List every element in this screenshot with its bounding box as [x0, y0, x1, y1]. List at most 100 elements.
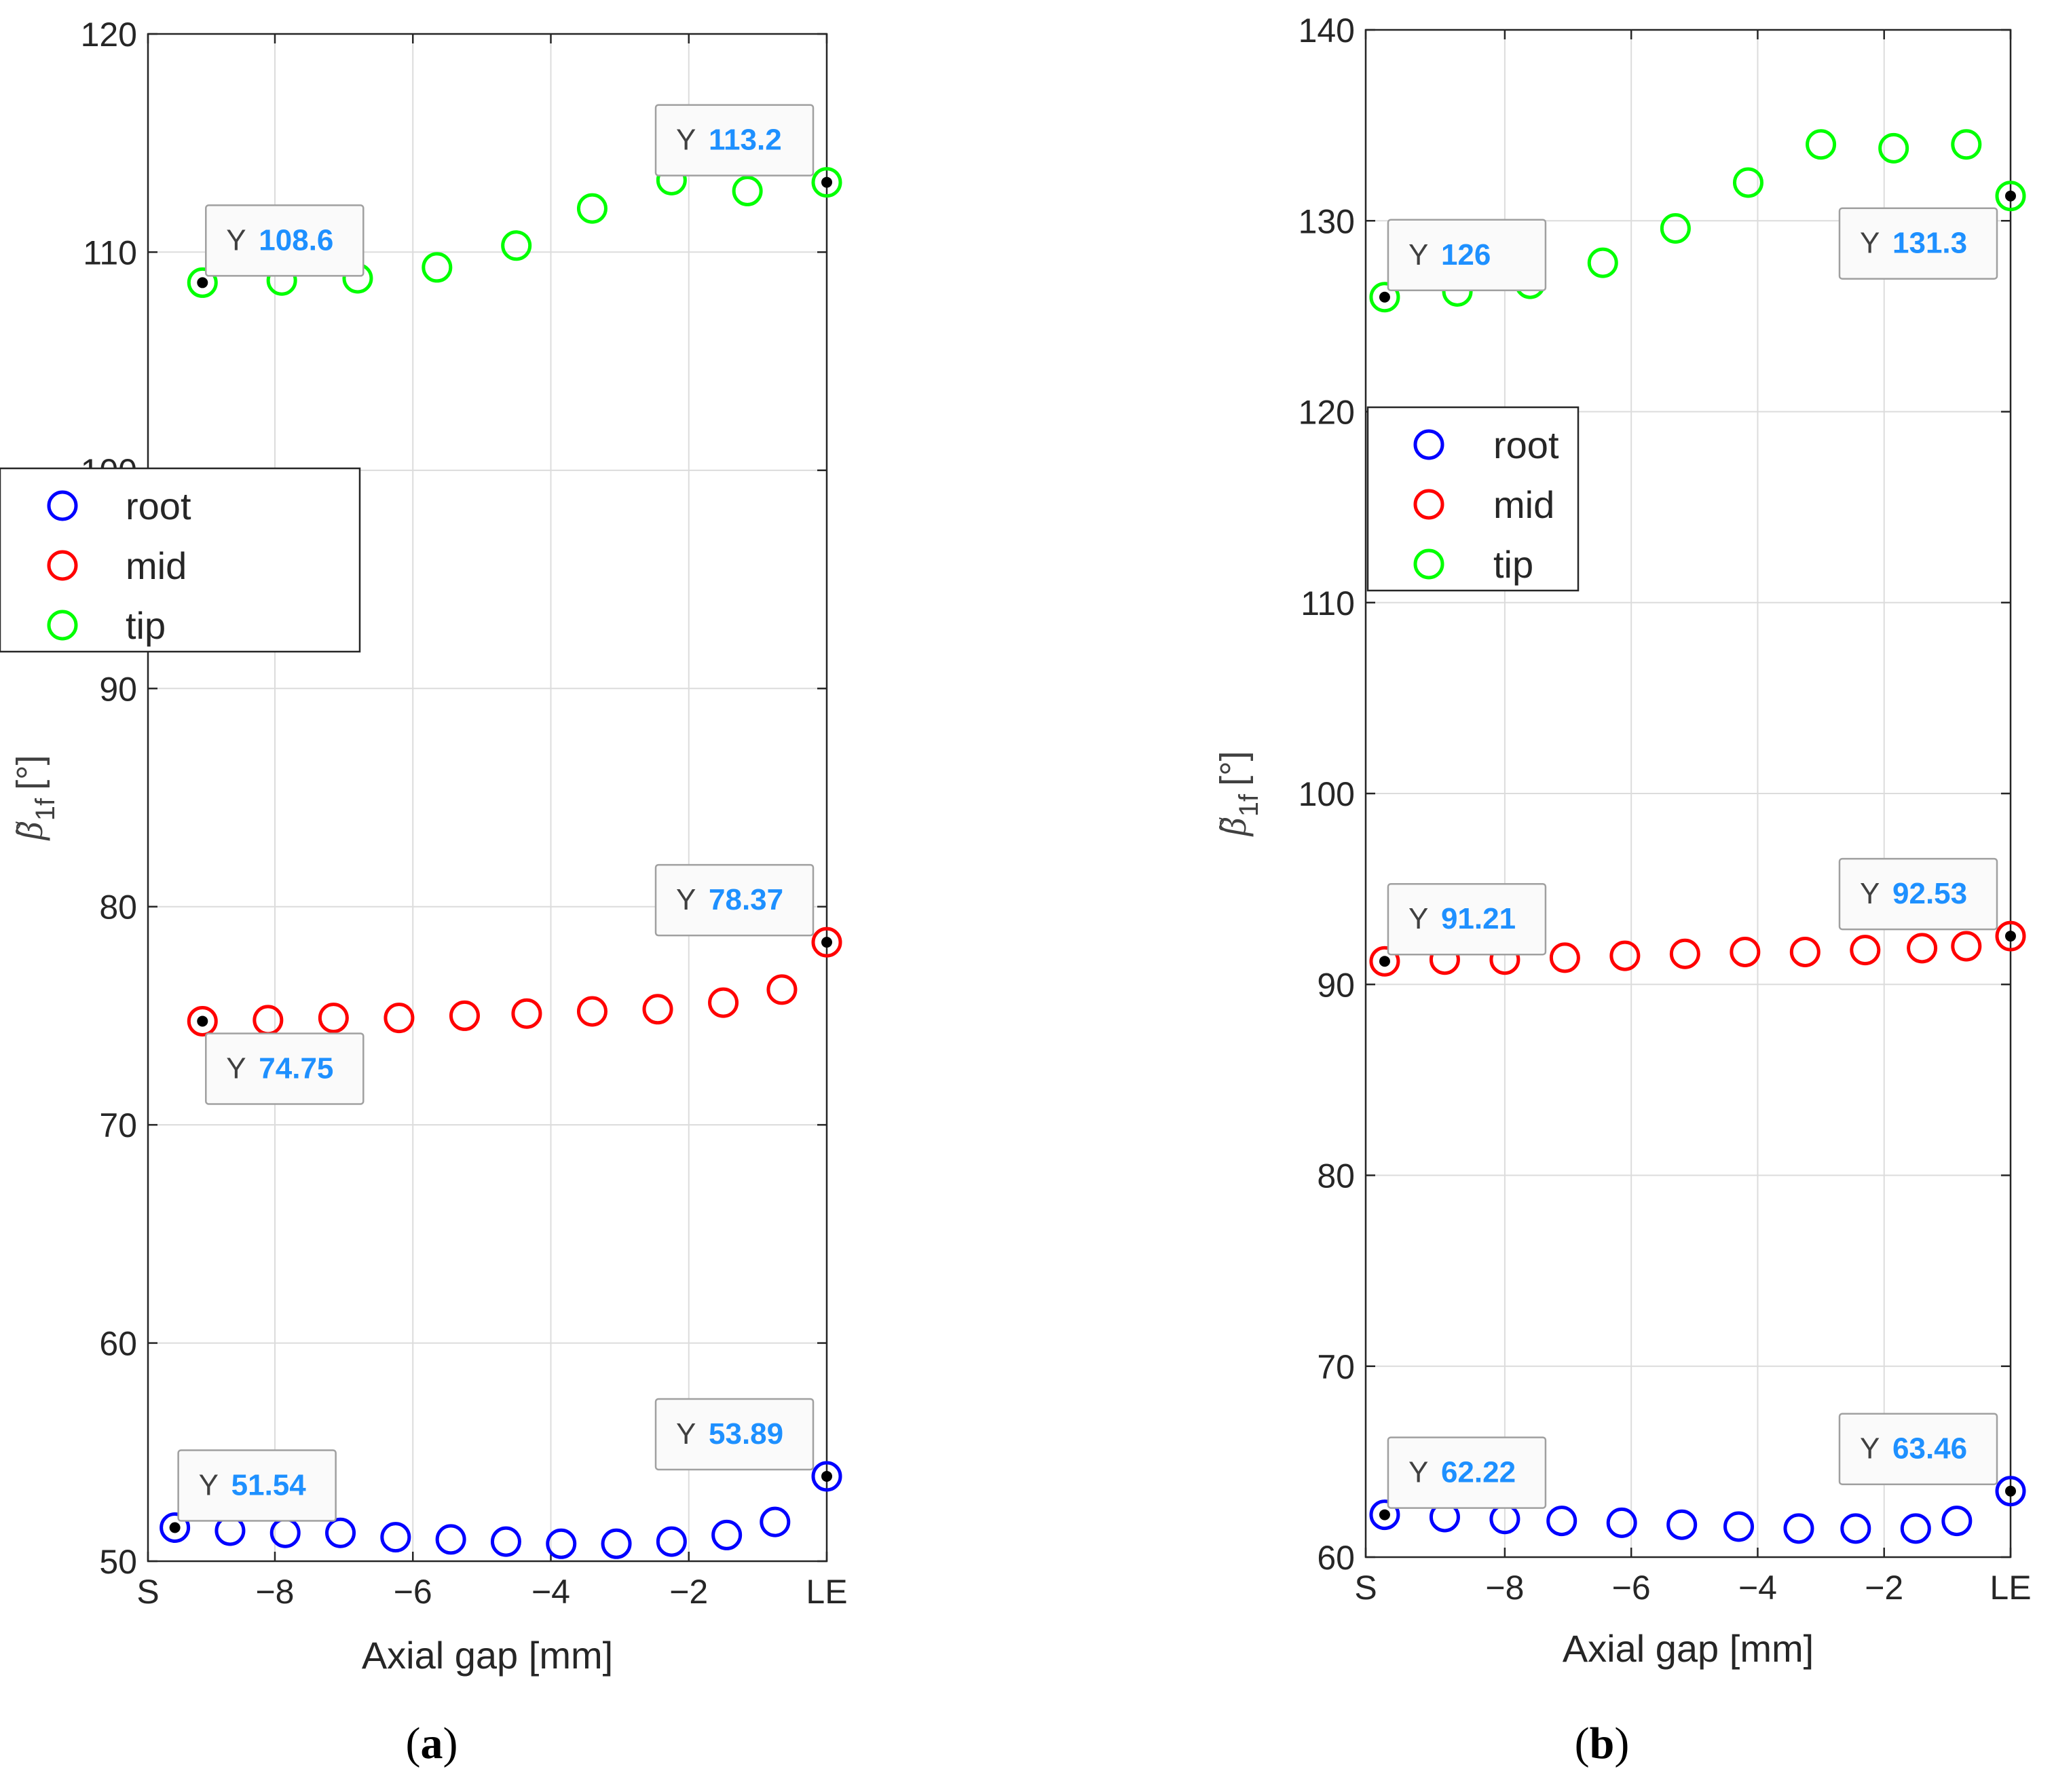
series-root: [160, 1461, 842, 1559]
x-tick-label: LE: [1990, 1569, 2031, 1607]
datatip-box: [654, 1398, 815, 1471]
series-tip: [187, 164, 842, 298]
y-tick-label: 90: [99, 670, 137, 708]
y-tick-label: 50: [99, 1543, 137, 1581]
root-data-point: [380, 1522, 411, 1553]
sub-caption-open: (: [1575, 1719, 1590, 1768]
datatip-label: Y: [676, 883, 696, 916]
legend-tip-marker: [1413, 548, 1444, 580]
legend-root-label: root: [1493, 424, 1559, 466]
mid-data-point: [1907, 933, 1938, 964]
datatip-box: [205, 1032, 365, 1105]
datatip-value: 62.22: [1441, 1456, 1516, 1489]
datatip-value: 92.53: [1892, 877, 1967, 910]
datatip-label: Y: [1860, 227, 1880, 260]
tip-data-point: [1732, 167, 1763, 198]
root-data-point: [1941, 1506, 1973, 1537]
y-axis-symbol: β: [10, 822, 50, 841]
datatip-label: Y: [1408, 238, 1428, 272]
root-data-point: [760, 1506, 791, 1537]
mid-data-point: [187, 1005, 218, 1037]
legend-root-marker: [47, 490, 78, 521]
y-axis-tilde: ~: [1206, 817, 1237, 832]
legend-root-marker: [1413, 429, 1444, 460]
tip-data-point: [422, 252, 453, 283]
datatip-anchor-dot: [2005, 1485, 2016, 1497]
y-axis-symbol: β: [1213, 818, 1254, 837]
datatip-anchor-dot: [821, 176, 832, 188]
mid-data-point: [1369, 946, 1400, 977]
datatip-value: 74.75: [259, 1051, 333, 1085]
tip-data-point: [1660, 213, 1691, 244]
root-data-point: [1606, 1507, 1637, 1538]
x-tick-label: −2: [669, 1573, 708, 1611]
root-data-point: [1900, 1513, 1931, 1544]
mid-data-point: [1789, 936, 1820, 967]
root-data-point: [1666, 1509, 1698, 1540]
datatip: Y 126: [1379, 219, 1547, 303]
datatip-anchor-dot: [1379, 956, 1390, 967]
x-tick-label: −2: [1865, 1569, 1903, 1607]
datatip-box: [1838, 1413, 1998, 1485]
mid-data-point: [1609, 940, 1641, 971]
datatip-value: 53.89: [709, 1417, 783, 1451]
legend-box: [0, 467, 361, 653]
root-data-point: [1783, 1513, 1814, 1544]
mid-data-point: [253, 1005, 284, 1036]
root-data-point: [269, 1517, 301, 1548]
datatip-box: [1838, 207, 1998, 280]
x-tick-label: LE: [806, 1573, 847, 1611]
datatip-value: 63.46: [1892, 1432, 1967, 1466]
y-axis-unit: [°]: [1213, 751, 1254, 786]
datatip: Y 63.46: [1838, 1413, 2016, 1497]
x-tick-label: −8: [1485, 1569, 1524, 1607]
mid-data-point: [1995, 920, 2026, 952]
datatip-value: 113.2: [709, 124, 782, 157]
datatip-value: 126: [1441, 238, 1491, 272]
datatip-label: Y: [226, 1051, 246, 1085]
root-data-point: [490, 1526, 521, 1557]
datatip-anchor-dot: [2005, 190, 2016, 202]
datatip-anchor-dot: [2005, 931, 2016, 942]
datatip-label: Y: [676, 1417, 696, 1451]
datatip-box: [1838, 857, 1998, 931]
tip-data-point: [1995, 181, 2026, 212]
mid-data-point: [1850, 935, 1881, 966]
mid-data-point: [511, 998, 542, 1029]
datatip-value: 78.37: [709, 883, 783, 916]
datatip-box: [1387, 882, 1547, 956]
y-tick-label: 120: [81, 16, 137, 54]
y-axis-subscript: 1f: [1234, 794, 1264, 817]
root-data-point: [435, 1524, 466, 1555]
datatip-label: Y: [676, 124, 696, 157]
sub-caption-close: ): [443, 1719, 458, 1768]
datatip: Y 78.37: [654, 863, 832, 948]
datatip-anchor-dot: [1379, 1509, 1390, 1520]
y-tick-label: 70: [1317, 1348, 1355, 1386]
axes-box: [147, 33, 828, 1563]
chart-panel-b: 60 70 80 90 100 110 120 130 140 S −8 −6 −4 −2 LE Axial …: [1206, 12, 2032, 1768]
tip-data-point: [501, 230, 532, 261]
y-tick-label: 90: [1317, 966, 1355, 1004]
datatip-label: Y: [1860, 1432, 1880, 1466]
datatip: Y 113.2: [654, 104, 832, 188]
datatip-value: 108.6: [259, 223, 333, 257]
datatip-value: 51.54: [231, 1469, 307, 1502]
tip-data-point: [811, 167, 842, 198]
root-data-point: [711, 1519, 743, 1550]
mid-data-point: [708, 987, 739, 1018]
y-tick-label: 80: [99, 889, 137, 927]
datatip-box: [177, 1449, 337, 1522]
datatip: Y 53.89: [654, 1398, 832, 1482]
datatip-anchor-dot: [197, 1015, 208, 1027]
y-axis-label: β~1f [°]: [1206, 751, 1264, 837]
datatip: Y 131.3: [1838, 190, 2016, 280]
datatip-value: 91.21: [1441, 902, 1516, 935]
y-tick-label: 80: [1317, 1157, 1355, 1195]
tip-data-point: [576, 193, 608, 224]
sub-caption-open: (: [406, 1719, 421, 1768]
sub-caption-letter: b: [1590, 1719, 1615, 1768]
mid-data-point: [576, 996, 608, 1027]
mid-data-point: [642, 994, 673, 1025]
